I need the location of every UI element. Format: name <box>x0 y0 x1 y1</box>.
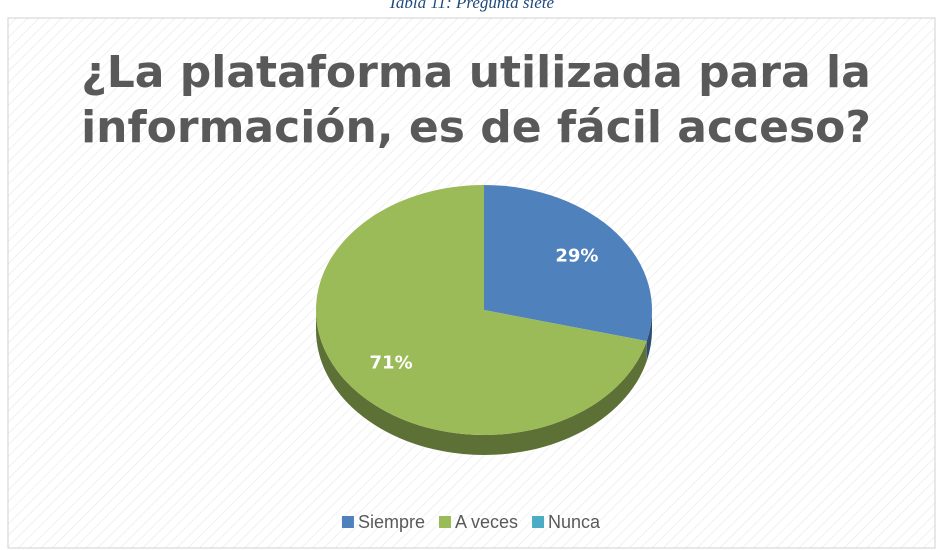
legend: Siempre A veces Nunca <box>341 512 601 532</box>
data-label: 71% <box>370 353 413 374</box>
data-label: 29% <box>555 245 598 266</box>
legend-swatch <box>341 516 354 528</box>
caption: Tabla 11: Pregunta siete <box>388 0 555 12</box>
legend-label: Nunca <box>548 512 601 532</box>
chart-title: ¿La plataforma utilizada para la <box>81 47 871 98</box>
pie: 29% 71% <box>316 185 652 456</box>
slice <box>316 185 647 435</box>
chart-title: información, es de fácil acceso? <box>81 102 871 153</box>
slice-side <box>316 310 647 456</box>
slice-side <box>646 310 652 362</box>
legend-swatch <box>532 516 545 528</box>
legend-swatch <box>438 516 451 528</box>
legend-label: Siempre <box>358 512 425 532</box>
legend-label: A veces <box>455 512 518 532</box>
slice <box>484 185 652 342</box>
